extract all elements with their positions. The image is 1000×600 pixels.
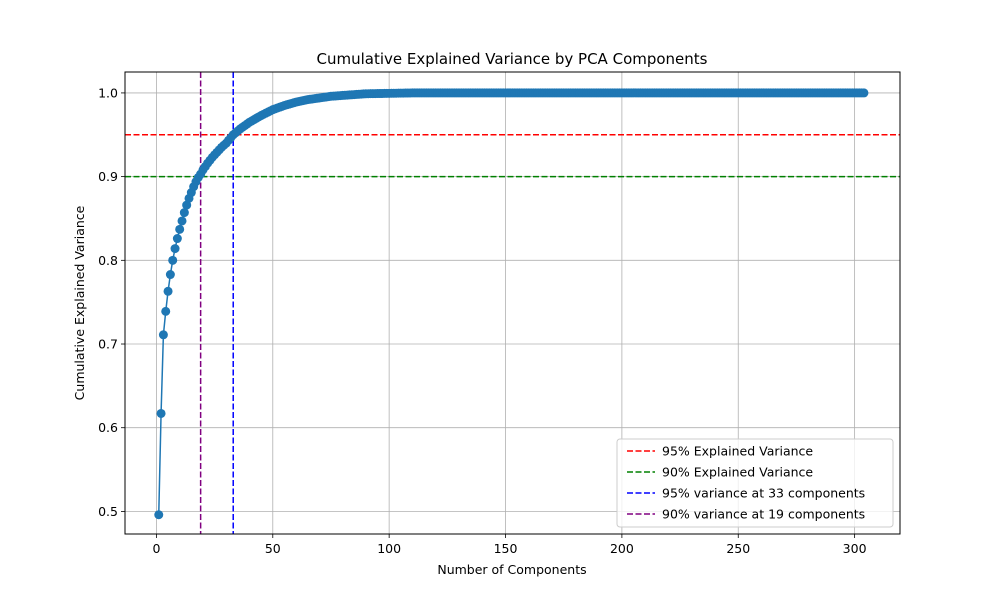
y-tick-label: 0.8 bbox=[98, 253, 118, 268]
plot-frame bbox=[124, 71, 901, 535]
legend-box bbox=[616, 438, 894, 528]
y-tick-label: 0.9 bbox=[98, 169, 118, 184]
data-point bbox=[154, 510, 164, 520]
y-axis-label: Cumulative Explained Variance bbox=[72, 205, 87, 400]
x-tick-label: 50 bbox=[265, 541, 281, 556]
legend-label: 90% variance at 19 components bbox=[662, 507, 865, 522]
series-markers bbox=[154, 88, 869, 520]
data-point bbox=[177, 216, 187, 226]
series-layer bbox=[154, 88, 869, 520]
chart-title: Cumulative Explained Variance by PCA Com… bbox=[317, 50, 708, 68]
ticks: 0 50 100 150 200 250 300 0.5 0.6 0.7 0.8 0.9 1.0 bbox=[98, 85, 866, 556]
data-point bbox=[156, 408, 166, 418]
x-tick-label: 100 bbox=[377, 541, 401, 556]
legend-label: 95% Explained Variance bbox=[662, 444, 813, 459]
data-point bbox=[172, 234, 182, 244]
data-point bbox=[168, 255, 178, 265]
data-point bbox=[163, 286, 173, 296]
data-point bbox=[170, 244, 180, 254]
reference-lines bbox=[125, 72, 900, 534]
x-tick-label: 200 bbox=[610, 541, 634, 556]
legend-label: 90% Explained Variance bbox=[662, 465, 813, 480]
grid bbox=[125, 72, 900, 534]
y-tick-label: 0.6 bbox=[98, 420, 118, 435]
data-point bbox=[165, 270, 175, 280]
x-tick-label: 0 bbox=[152, 541, 160, 556]
y-tick-label: 1.0 bbox=[98, 85, 118, 100]
x-tick-label: 150 bbox=[494, 541, 518, 556]
data-point bbox=[859, 88, 869, 98]
data-point bbox=[161, 306, 171, 316]
legend: 95% Explained Variance 90% Explained Vari… bbox=[616, 438, 894, 528]
x-axis-label: Number of Components bbox=[437, 562, 586, 577]
y-tick-label: 0.5 bbox=[98, 504, 118, 519]
legend-label: 95% variance at 33 components bbox=[662, 486, 865, 501]
data-point bbox=[175, 224, 185, 234]
x-tick-label: 250 bbox=[726, 541, 750, 556]
y-tick-label: 0.7 bbox=[98, 337, 118, 352]
data-point bbox=[179, 208, 189, 218]
x-tick-label: 300 bbox=[843, 541, 867, 556]
data-point bbox=[158, 330, 168, 340]
